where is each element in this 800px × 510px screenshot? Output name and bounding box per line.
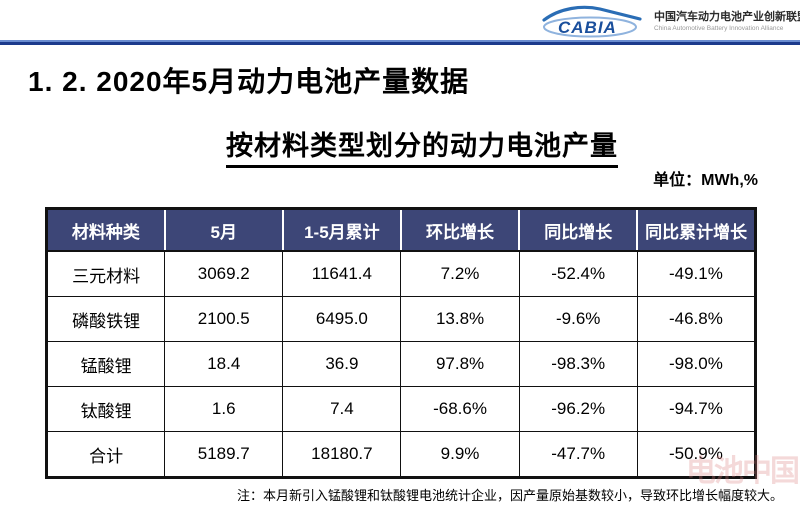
table-cell: 18180.7 bbox=[282, 431, 402, 478]
column-header: 材料种类 bbox=[46, 208, 166, 252]
table-cell: 合计 bbox=[45, 431, 166, 478]
org-name-english: China Automotive Battery Innovation Alli… bbox=[654, 25, 784, 32]
table-cell: 7.2% bbox=[400, 250, 520, 297]
table-title: 按材料类型划分的动力电池产量 bbox=[226, 124, 618, 168]
battery-production-table: 材料种类 5月 1-5月累计 环比增长 同比增长 同比累计增长 三元材料 3069.2 116… bbox=[45, 207, 757, 479]
table-cell: 36.9 bbox=[282, 341, 402, 387]
header-bar: CABIA 中国汽车动力电池产业创新联盟 China Automotive Ba… bbox=[0, 0, 800, 40]
table-cell: -52.4% bbox=[518, 250, 638, 297]
table-cell: 11641.4 bbox=[282, 250, 402, 297]
table-cell: 97.8% bbox=[400, 341, 520, 387]
footnote: 注：本月新引入锰酸锂和钛酸锂电池统计企业，因产量原始基数较小，导致环比增长幅度较… bbox=[237, 488, 784, 503]
table-row: 锰酸锂 18.4 36.9 97.8% -98.3% -98.0% bbox=[45, 341, 757, 387]
column-header: 同比累计增长 bbox=[637, 208, 756, 252]
table-cell: -9.6% bbox=[518, 296, 638, 342]
table-body: 三元材料 3069.2 11641.4 7.2% -52.4% -49.1% 磷酸铁锂 210… bbox=[45, 250, 757, 478]
table-cell: 3069.2 bbox=[164, 250, 284, 297]
table-cell: 三元材料 bbox=[45, 250, 166, 297]
table-cell: -46.8% bbox=[636, 296, 757, 342]
table-row: 合计 5189.7 18180.7 9.9% -47.7% -50.9% bbox=[45, 431, 757, 478]
table-cell: 6495.0 bbox=[282, 296, 402, 342]
table-cell: 5189.7 bbox=[164, 431, 284, 478]
cabia-logo-graphic: CABIA bbox=[542, 5, 642, 38]
org-name-block: 中国汽车动力电池产业创新联盟 China Automotive Battery … bbox=[654, 8, 800, 32]
column-header: 同比增长 bbox=[519, 208, 639, 252]
logo-oval bbox=[543, 16, 637, 38]
table-cell: -68.6% bbox=[400, 386, 520, 432]
unit-label: 单位：MWh,% bbox=[653, 172, 758, 189]
table-cell: -50.9% bbox=[636, 431, 757, 478]
car-roofline-swoosh bbox=[542, 5, 642, 22]
table-cell: -98.0% bbox=[636, 341, 757, 387]
table-cell: 18.4 bbox=[164, 341, 284, 387]
logo-text: CABIA bbox=[558, 18, 617, 37]
table-cell: 磷酸铁锂 bbox=[45, 296, 166, 342]
header-divider bbox=[0, 40, 800, 45]
table-row: 三元材料 3069.2 11641.4 7.2% -52.4% -49.1% bbox=[45, 250, 757, 297]
column-header: 环比增长 bbox=[400, 208, 521, 252]
table-cell: 2100.5 bbox=[164, 296, 284, 342]
column-header: 1-5月累计 bbox=[282, 208, 402, 252]
table-row: 磷酸铁锂 2100.5 6495.0 13.8% -9.6% -46.8% bbox=[45, 296, 757, 342]
table-cell: -49.1% bbox=[636, 250, 757, 297]
table-cell: 13.8% bbox=[400, 296, 520, 342]
table-cell: -94.7% bbox=[636, 386, 757, 432]
org-name-chinese: 中国汽车动力电池产业创新联盟 bbox=[654, 11, 800, 23]
table-cell: 9.9% bbox=[400, 431, 520, 478]
table-cell: 1.6 bbox=[164, 386, 284, 432]
table-header-row: 材料种类 5月 1-5月累计 环比增长 同比增长 同比累计增长 bbox=[46, 208, 756, 252]
table-row: 钛酸锂 1.6 7.4 -68.6% -96.2% -94.7% bbox=[45, 386, 757, 432]
column-header: 5月 bbox=[164, 208, 284, 252]
table-cell: -96.2% bbox=[518, 386, 638, 432]
table-cell: -98.3% bbox=[518, 341, 638, 387]
table-cell: 锰酸锂 bbox=[45, 341, 166, 387]
page-title: 1. 2. 2020年5月动力电池产量数据 bbox=[28, 66, 470, 97]
table-cell: -47.7% bbox=[518, 431, 638, 478]
table-cell: 7.4 bbox=[282, 386, 402, 432]
table-cell: 钛酸锂 bbox=[45, 386, 166, 432]
cabia-logo: CABIA bbox=[538, 4, 650, 38]
